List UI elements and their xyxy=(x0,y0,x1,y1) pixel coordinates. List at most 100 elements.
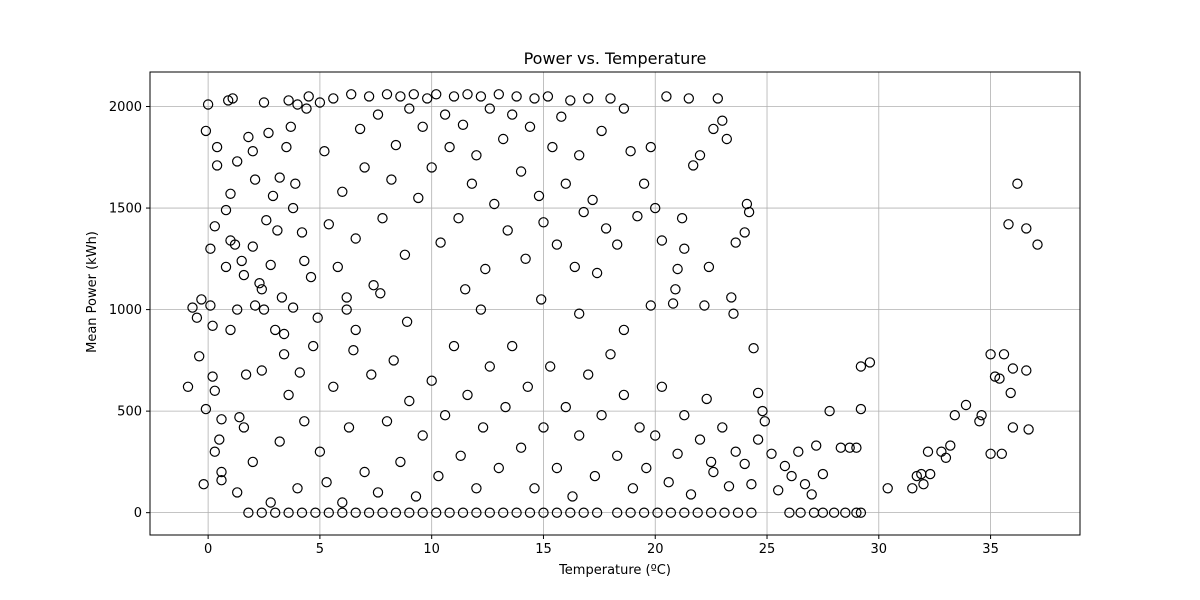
data-point xyxy=(578,206,589,218)
data-point xyxy=(372,109,384,120)
data-point xyxy=(817,507,829,518)
data-point xyxy=(372,487,384,498)
data-point xyxy=(974,416,985,427)
data-point xyxy=(205,243,216,254)
data-point xyxy=(431,89,442,100)
data-point xyxy=(542,91,554,102)
data-point xyxy=(708,466,719,478)
data-point xyxy=(752,387,764,399)
data-point xyxy=(471,507,482,518)
data-point xyxy=(840,507,851,518)
x-axis: 0 5 10 15 20 25 30 35 xyxy=(204,535,999,557)
data-point xyxy=(708,123,719,135)
data-point xyxy=(679,507,690,518)
x-tick-label: 35 xyxy=(982,542,999,557)
data-point xyxy=(350,507,361,518)
data-point xyxy=(922,446,934,457)
data-point xyxy=(1021,365,1032,376)
data-point xyxy=(1003,219,1014,230)
x-tick-label: 5 xyxy=(316,542,324,557)
data-point xyxy=(556,111,567,122)
data-point xyxy=(672,263,683,275)
data-point xyxy=(625,507,636,518)
data-point xyxy=(435,237,446,248)
data-point xyxy=(565,95,576,106)
data-point xyxy=(661,91,672,102)
data-point xyxy=(216,414,227,425)
data-point xyxy=(261,214,272,226)
data-point xyxy=(998,349,1010,360)
data-point xyxy=(278,328,290,340)
data-point xyxy=(401,316,413,327)
data-point xyxy=(247,145,258,157)
data-point xyxy=(985,349,996,360)
data-point xyxy=(679,243,690,254)
data-point xyxy=(907,483,918,494)
data-point xyxy=(281,141,292,153)
data-point xyxy=(319,145,330,157)
data-point xyxy=(211,160,223,171)
data-point xyxy=(1021,223,1032,234)
data-point xyxy=(236,255,247,267)
data-point xyxy=(766,448,777,459)
data-point xyxy=(395,456,406,468)
data-point xyxy=(936,446,947,457)
data-point xyxy=(667,298,679,309)
data-point xyxy=(225,324,236,336)
data-point xyxy=(337,186,348,197)
data-point xyxy=(209,221,220,232)
data-point xyxy=(484,361,495,372)
data-point xyxy=(705,456,717,468)
data-point xyxy=(551,507,563,518)
data-point xyxy=(645,141,657,153)
data-point xyxy=(855,361,867,372)
data-point xyxy=(694,150,706,161)
data-point xyxy=(835,442,847,453)
data-point xyxy=(618,103,630,114)
data-point xyxy=(587,194,598,206)
data-point xyxy=(498,507,509,518)
data-point xyxy=(296,507,308,518)
data-point xyxy=(225,188,236,199)
data-point xyxy=(784,507,795,518)
data-point xyxy=(589,470,601,482)
x-tick-label: 0 xyxy=(204,542,212,557)
data-point xyxy=(323,219,334,230)
data-point xyxy=(536,294,547,305)
data-point xyxy=(976,410,987,421)
data-point xyxy=(375,288,386,299)
x-tick-label: 20 xyxy=(647,542,664,557)
data-point xyxy=(694,434,706,445)
data-point xyxy=(779,460,791,472)
data-point xyxy=(759,416,771,427)
data-point xyxy=(471,150,482,161)
data-point xyxy=(466,178,478,189)
data-point xyxy=(524,121,536,133)
data-point xyxy=(413,192,424,204)
data-point xyxy=(207,320,218,331)
data-point xyxy=(828,507,840,518)
data-point xyxy=(650,430,661,441)
data-point xyxy=(292,99,303,110)
data-point xyxy=(634,422,645,433)
data-point xyxy=(457,119,469,131)
data-point xyxy=(328,93,339,104)
data-point xyxy=(864,357,876,368)
data-point xyxy=(439,410,451,421)
data-point xyxy=(480,263,491,275)
data-point xyxy=(359,466,370,478)
data-point xyxy=(240,369,252,380)
data-point xyxy=(299,416,310,427)
data-point xyxy=(721,133,733,145)
data-point xyxy=(703,261,715,273)
data-point xyxy=(200,403,212,415)
data-point xyxy=(410,491,422,502)
data-point xyxy=(332,261,343,273)
data-point xyxy=(567,491,578,502)
data-point xyxy=(565,507,576,518)
data-point xyxy=(404,395,415,407)
x-axis-label: Temperature (ºC) xyxy=(558,563,671,578)
data-point xyxy=(1012,178,1023,189)
data-point xyxy=(350,324,361,336)
